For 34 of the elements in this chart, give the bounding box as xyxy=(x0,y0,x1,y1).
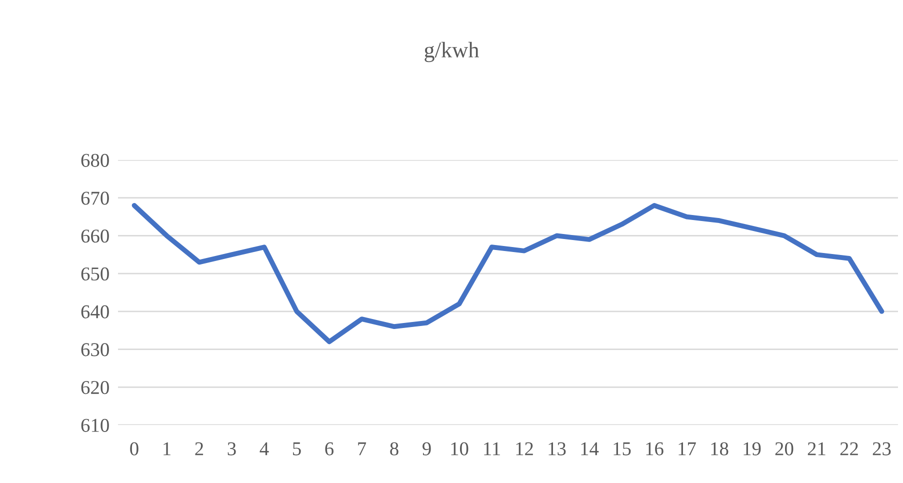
x-tick-label: 5 xyxy=(293,442,301,456)
x-tick-label: 21 xyxy=(808,442,826,456)
x-tick-label: 19 xyxy=(744,442,761,456)
x-tick-label: 8 xyxy=(390,442,398,456)
x-tick-label: 15 xyxy=(614,442,631,456)
y-tick-label: 640 xyxy=(81,305,109,318)
x-tick-label: 18 xyxy=(711,442,728,456)
x-tick-label: 22 xyxy=(840,442,858,456)
x-tick-label: 20 xyxy=(775,442,794,456)
x-tick-label: 16 xyxy=(646,442,664,456)
chart-title: g/kwh xyxy=(424,42,479,62)
x-tick-label: 1 xyxy=(164,442,170,456)
x-tick-label: 23 xyxy=(872,442,891,456)
y-tick-label: 660 xyxy=(81,230,109,243)
y-tick-label: 620 xyxy=(81,380,109,394)
y-tick-label: 670 xyxy=(81,192,109,205)
x-tick-label: 0 xyxy=(130,442,138,456)
x-tick-label: 12 xyxy=(516,442,533,456)
y-tick-label: 650 xyxy=(81,267,109,281)
x-tick-label: 10 xyxy=(451,442,468,456)
x-tick-label: 2 xyxy=(195,442,204,456)
line-series xyxy=(132,203,884,344)
x-tick-label: 4 xyxy=(260,442,269,456)
x-tick-label: 3 xyxy=(228,442,236,456)
x-tick-label: 9 xyxy=(422,442,431,456)
y-tick-label: 610 xyxy=(81,418,109,432)
y-tick-label: 630 xyxy=(81,343,109,356)
y-tick-label: 680 xyxy=(81,154,109,167)
x-tick-label: 17 xyxy=(678,442,696,456)
x-tick-label: 7 xyxy=(358,442,366,456)
x-tick-label: 14 xyxy=(581,442,599,456)
x-tick-label: 13 xyxy=(548,442,566,456)
x-tick-label: 6 xyxy=(325,442,334,456)
x-tick-label: 11 xyxy=(484,442,500,456)
